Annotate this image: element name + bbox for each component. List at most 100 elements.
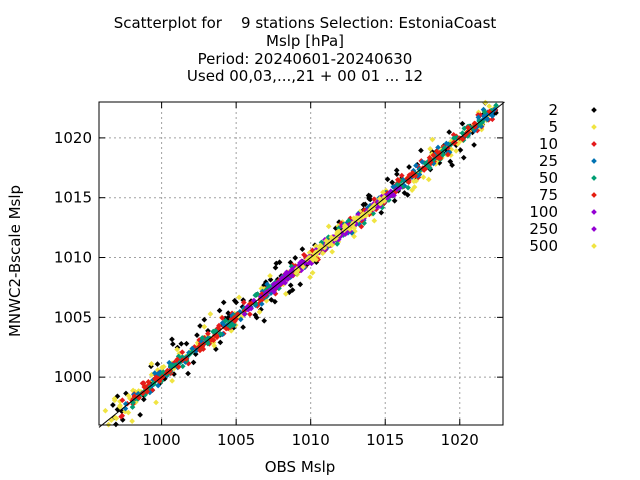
data-point-250 — [297, 260, 303, 266]
data-point-25 — [390, 184, 397, 190]
data-point-2 — [378, 209, 385, 216]
data-point-2 — [267, 276, 274, 283]
data-point-500 — [377, 199, 384, 206]
data-point-75 — [223, 325, 230, 332]
legend-label: 500 — [529, 237, 558, 255]
data-point-500 — [350, 215, 357, 222]
data-point-500 — [362, 212, 368, 218]
data-point-75 — [145, 379, 152, 385]
data-point-5 — [102, 407, 109, 414]
x-tick-label: 1020 — [441, 431, 479, 449]
data-point-2 — [401, 190, 408, 196]
data-point-2 — [217, 339, 224, 346]
data-point-75 — [175, 364, 182, 370]
data-point-2 — [460, 154, 467, 161]
data-point-500 — [381, 194, 388, 201]
data-point-5 — [113, 415, 120, 422]
data-point-10 — [371, 196, 377, 202]
data-point-50 — [230, 322, 236, 328]
data-point-5 — [482, 99, 489, 106]
data-point-50 — [211, 328, 218, 335]
data-point-50 — [222, 317, 229, 324]
data-point-500 — [342, 222, 348, 229]
data-point-75 — [436, 150, 443, 156]
data-point-2 — [197, 323, 203, 329]
data-point-75 — [430, 152, 437, 158]
data-point-2 — [170, 341, 176, 347]
data-point-5 — [282, 291, 289, 297]
data-point-2 — [394, 171, 400, 177]
data-point-500 — [333, 235, 339, 242]
x-tick-label: 1000 — [143, 431, 181, 449]
data-point-5 — [420, 174, 427, 181]
data-point-100 — [244, 303, 251, 310]
data-point-25 — [151, 370, 158, 376]
data-point-2 — [446, 129, 453, 135]
data-point-50 — [179, 363, 186, 370]
data-point-10 — [118, 413, 124, 420]
data-point-75 — [459, 136, 466, 143]
data-point-5 — [236, 294, 242, 301]
legend-marker — [591, 209, 597, 215]
y-tick-label: 1005 — [54, 308, 92, 326]
data-point-2 — [362, 201, 369, 208]
data-point-10 — [398, 172, 405, 179]
data-point-25 — [189, 345, 196, 352]
data-point-5 — [411, 184, 418, 190]
data-point-2 — [154, 361, 161, 367]
data-point-5 — [307, 274, 313, 281]
data-point-75 — [216, 326, 223, 332]
data-point-2 — [268, 296, 275, 303]
data-point-50 — [493, 102, 499, 109]
data-point-75 — [472, 124, 478, 130]
data-point-500 — [329, 242, 335, 248]
data-point-2 — [253, 314, 260, 321]
data-point-10 — [140, 380, 147, 386]
data-point-10 — [241, 299, 247, 306]
legend-marker — [591, 124, 597, 130]
chart-title-line-4: Used 00,03,...,21 + 00 01 ... 12 — [186, 67, 424, 85]
data-point-50 — [405, 184, 411, 191]
data-point-10 — [450, 131, 457, 138]
data-point-5 — [309, 269, 316, 276]
data-point-75 — [152, 375, 159, 382]
chart-title-line-3: Period: 20240601-20240630 — [197, 50, 413, 68]
data-point-500 — [300, 264, 307, 270]
legend-marker — [591, 175, 597, 181]
data-point-2 — [447, 158, 454, 165]
ticks-layer: 1000 1005 1010 1015 1020 1000 1005 1010 1015 1020 — [54, 102, 503, 449]
data-point-2 — [178, 340, 185, 347]
data-point-2 — [201, 316, 208, 323]
data-point-25 — [237, 316, 244, 323]
x-tick-label: 1005 — [217, 431, 255, 449]
legend-marker — [591, 243, 597, 249]
data-point-2 — [216, 307, 223, 314]
data-point-2 — [169, 336, 175, 343]
data-point-75 — [197, 347, 203, 354]
data-point-5 — [411, 178, 417, 185]
data-point-500 — [335, 229, 341, 235]
data-point-2 — [366, 195, 372, 202]
data-point-50 — [129, 404, 136, 410]
data-point-5 — [116, 404, 123, 410]
data-point-50 — [171, 362, 177, 369]
data-point-500 — [319, 250, 326, 257]
data-point-2 — [297, 281, 304, 288]
data-point-75 — [426, 154, 433, 161]
data-point-500 — [371, 202, 378, 208]
data-point-2 — [272, 264, 279, 271]
data-point-500 — [313, 256, 319, 263]
data-point-2 — [292, 255, 299, 261]
grid-layer — [99, 102, 503, 425]
data-point-2 — [225, 310, 232, 316]
y-axis-label: MNWC2-Bscale Mslp — [6, 185, 24, 337]
data-point-5 — [111, 395, 118, 402]
data-point-10 — [247, 311, 253, 318]
data-point-75 — [427, 159, 434, 166]
data-point-500 — [323, 237, 329, 244]
data-point-75 — [231, 314, 238, 321]
data-point-75 — [395, 177, 402, 184]
data-point-5 — [329, 248, 336, 255]
